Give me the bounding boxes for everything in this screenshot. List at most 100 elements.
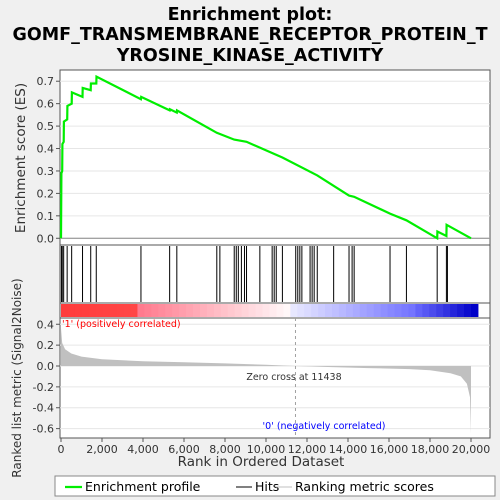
legend-es-label: Enrichment profile bbox=[85, 479, 201, 494]
gradient-cell bbox=[186, 304, 194, 317]
gradient-cell bbox=[193, 304, 201, 317]
gradient-cell bbox=[144, 304, 152, 317]
title-line-3: YROSINE_KINASE_ACTIVITY bbox=[116, 46, 384, 66]
x-axis-ticks: 0 2,000 4,000 6,000 8,000 10,000 12,000 14,000 1… bbox=[58, 438, 491, 456]
gradient-cell bbox=[422, 304, 430, 317]
gradient-cell bbox=[88, 304, 97, 317]
metric-tick-label: 0.0 bbox=[37, 360, 55, 373]
es-tick-label: 0.3 bbox=[37, 165, 55, 178]
gradient-cell bbox=[165, 304, 173, 317]
gradient-cell bbox=[220, 304, 229, 317]
x-tick-label: 18,000 bbox=[411, 443, 450, 456]
gradient-cell bbox=[408, 304, 416, 317]
metric-y-axis-label: Ranked list metric (Signal2Noise) bbox=[10, 278, 24, 477]
x-tick-label: 16,000 bbox=[370, 443, 409, 456]
es-tick-label: 0.6 bbox=[37, 98, 55, 111]
gradient-cell bbox=[81, 304, 90, 317]
gradient-cell bbox=[158, 304, 166, 317]
gradient-cell bbox=[234, 304, 243, 317]
gradient-cell bbox=[172, 304, 180, 317]
gradient-cell bbox=[109, 304, 118, 317]
gradient-cell bbox=[137, 304, 145, 317]
metric-tick-label: 0.4 bbox=[37, 318, 55, 331]
x-tick-label: 0 bbox=[58, 443, 65, 456]
gradient-cell bbox=[345, 304, 354, 317]
gradient-cell bbox=[241, 304, 250, 317]
legend-metric-label: Ranking metric scores bbox=[295, 479, 434, 494]
gradient-cell bbox=[436, 304, 444, 317]
positive-correlation-label: '1' (positively correlated) bbox=[62, 319, 181, 330]
gradient-cell bbox=[213, 304, 222, 317]
es-tick-label: 0.2 bbox=[37, 187, 55, 200]
gradient-cell bbox=[443, 304, 451, 317]
gradient-cell bbox=[290, 304, 298, 317]
gradient-cell bbox=[359, 304, 368, 317]
x-tick-label: 20,000 bbox=[452, 443, 491, 456]
es-profile-line bbox=[59, 74, 472, 241]
metric-panel bbox=[59, 317, 491, 439]
gradient-cell bbox=[464, 304, 472, 317]
metric-tick-label: -0.2 bbox=[33, 381, 54, 394]
gradient-cell bbox=[199, 304, 208, 317]
gradient-cell bbox=[352, 304, 361, 317]
x-tick-label: 4,000 bbox=[127, 443, 159, 456]
gradient-cell bbox=[366, 304, 375, 317]
x-tick-label: 14,000 bbox=[329, 443, 368, 456]
gradient-cell bbox=[179, 304, 187, 317]
es-tick-label: 0.7 bbox=[37, 75, 55, 88]
gradient-cell bbox=[325, 304, 333, 317]
gradient-cell bbox=[394, 304, 402, 317]
gradient-cell bbox=[297, 304, 305, 317]
es-panel bbox=[59, 69, 491, 246]
negative-correlation-label: '0' (negatively correlated) bbox=[263, 421, 386, 432]
gradient-cell bbox=[95, 304, 104, 317]
es-y-axis-label: Enrichment score (ES) bbox=[13, 83, 29, 233]
hit-markers bbox=[60, 246, 448, 302]
gradient-cell bbox=[276, 304, 284, 317]
gradient-cell bbox=[116, 304, 125, 317]
metric-tick-label: 0.2 bbox=[37, 339, 55, 352]
gradient-cell bbox=[338, 304, 347, 317]
metric-tick-label: -0.6 bbox=[33, 423, 54, 436]
gradient-cell bbox=[283, 304, 291, 317]
gradient-cell bbox=[429, 304, 437, 317]
gradient-cell bbox=[206, 304, 215, 317]
es-tick-label: 0.4 bbox=[37, 143, 55, 156]
gradient-cell bbox=[457, 304, 465, 317]
x-tick-label: 2,000 bbox=[86, 443, 118, 456]
gradient-cell bbox=[130, 304, 138, 317]
gradient-cell bbox=[262, 304, 270, 317]
title-line-2: GOMF_TRANSMEMBRANE_RECEPTOR_PROTEIN_T bbox=[12, 25, 487, 45]
legend-hits-label: Hits bbox=[255, 479, 279, 494]
metric-tick-label: -0.4 bbox=[33, 402, 54, 415]
gradient-cell bbox=[255, 304, 264, 317]
gradient-cell bbox=[380, 304, 389, 317]
gradient-cell bbox=[61, 304, 69, 317]
metric-y-ticks: 0.4 0.2 0.0 -0.2 -0.4 -0.6 bbox=[33, 318, 60, 436]
gradient-cell bbox=[471, 304, 479, 317]
gradient-cells bbox=[61, 304, 479, 317]
gradient-cell bbox=[304, 304, 312, 317]
es-gridlines bbox=[60, 80, 490, 239]
x-tick-label: 8,000 bbox=[209, 443, 241, 456]
title-line-1: Enrichment plot: bbox=[168, 5, 333, 25]
gradient-cell bbox=[318, 304, 326, 317]
gradient-cell bbox=[450, 304, 458, 317]
gradient-cell bbox=[387, 304, 396, 317]
legend-box bbox=[54, 475, 496, 497]
gradient-cell bbox=[332, 304, 340, 317]
x-axis-label: Rank in Ordered Dataset bbox=[178, 454, 345, 470]
gradient-cell bbox=[67, 304, 76, 317]
es-y-ticks: 0.0 0.1 0.2 0.3 0.4 0.5 0.6 0.7 bbox=[37, 75, 60, 245]
gradient-cell bbox=[269, 304, 277, 317]
zero-cross-label: Zero cross at 11438 bbox=[246, 372, 341, 383]
gradient-cell bbox=[151, 304, 159, 317]
gradient-cell bbox=[415, 304, 423, 317]
gradient-cell bbox=[401, 304, 409, 317]
gradient-cell bbox=[227, 304, 236, 317]
gradient-cell bbox=[74, 304, 83, 317]
gradient-cell bbox=[311, 304, 319, 317]
gradient-cell bbox=[248, 304, 257, 317]
x-tick-label: 6,000 bbox=[168, 443, 200, 456]
